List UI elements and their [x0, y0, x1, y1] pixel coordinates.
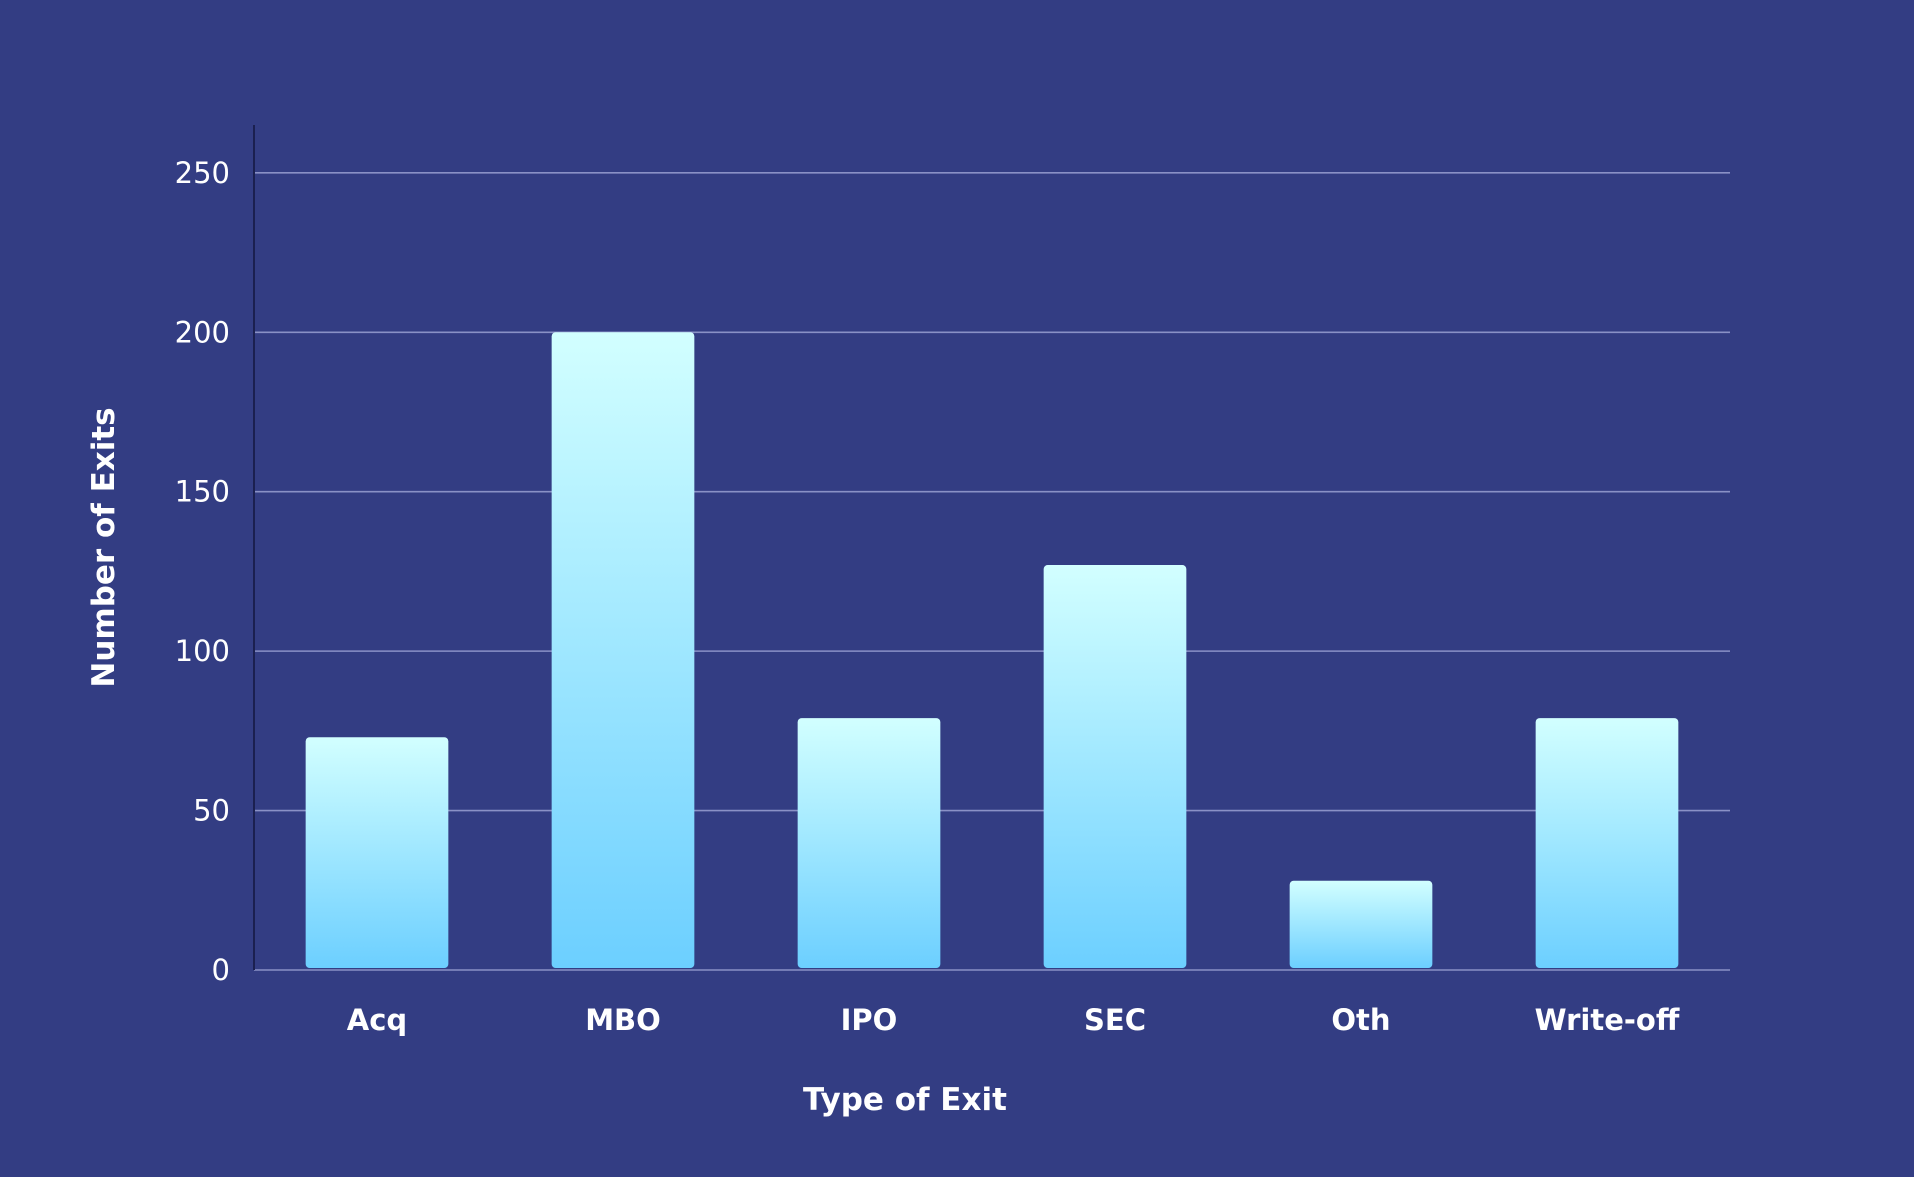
x-tick-label: IPO [841, 1003, 898, 1037]
y-tick-label: 0 [212, 953, 230, 987]
bars [305, 332, 1679, 968]
bar-acq [305, 737, 449, 968]
y-tick-labels: 0 50 100 150 200 250 [175, 156, 230, 987]
x-tick-label: Write-off [1535, 1003, 1680, 1037]
x-tick-labels: Acq MBO IPO SEC Oth Write-off [347, 1003, 1680, 1037]
bar-write-off [1535, 718, 1679, 968]
gridlines [254, 172, 1730, 971]
bar-ipo [797, 718, 941, 968]
x-axis-title: Type of Exit [803, 1082, 1007, 1118]
bar-mbo [551, 332, 695, 968]
bar-sec [1043, 565, 1187, 968]
x-tick-label: Acq [347, 1003, 407, 1037]
y-tick-label: 250 [175, 156, 230, 190]
y-tick-label: 100 [175, 634, 230, 668]
x-tick-label: SEC [1084, 1003, 1146, 1037]
x-tick-label: Oth [1331, 1003, 1390, 1037]
y-axis-title: Number of Exits [86, 407, 122, 687]
y-tick-label: 150 [175, 475, 230, 509]
y-tick-label: 200 [175, 315, 230, 349]
y-tick-label: 50 [193, 794, 230, 828]
x-tick-label: MBO [585, 1003, 661, 1037]
bar-oth [1289, 880, 1433, 968]
